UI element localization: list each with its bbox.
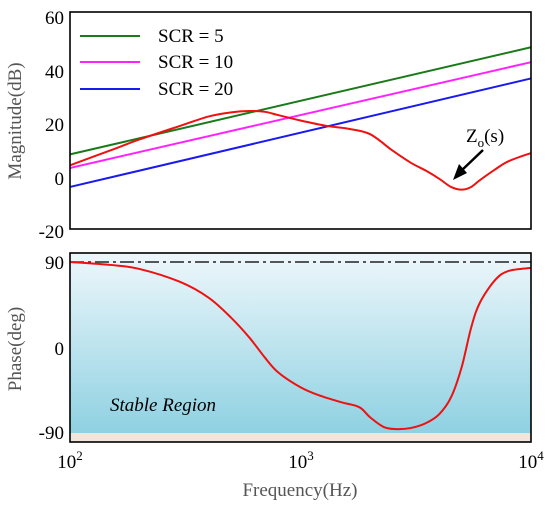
ytick-neg90: -90 [39,423,64,444]
magnitude-ylabel: Magnitude(dB) [5,62,26,179]
legend-label-scr5: SCR = 5 [158,26,224,47]
magnitude-series-scr-5 [69,46,532,156]
ytick-neg20: -20 [39,222,64,243]
phase-series-zo-s- [69,260,532,431]
magnitude-yticks: 60 40 20 0 -20 [39,8,64,243]
phase-series-group [69,260,532,431]
phase-ylabel: Phase(deg) [5,307,26,391]
ytick-0: 0 [55,169,65,190]
annotation-arrow-shaft [459,149,484,173]
xtick-10000: 104 [518,448,544,473]
xtick-1000: 103 [288,448,314,473]
xticks: 102 103 104 [57,448,544,473]
stable-region-label: Stable Region [110,395,216,416]
phase-plot-frame [69,252,532,443]
ytick-0deg: 0 [55,339,65,360]
magnitude-plot-frame [69,11,532,230]
magnitude-series-scr-10 [69,61,532,169]
unstable-floor-band [70,433,531,442]
zo-annotation-label: Zo(s) [466,126,504,150]
phase-yticks: 90 0 -90 [39,253,64,444]
magnitude-series-scr-20 [69,77,532,188]
ytick-40: 40 [45,62,64,83]
magnitude-series-group [69,46,532,191]
xtick-100: 102 [57,448,83,473]
xlabel: Frequency(Hz) [242,480,357,501]
ytick-60: 60 [45,8,64,29]
ytick-90: 90 [45,253,64,274]
stable-region-fill [70,253,531,433]
legend: SCR = 5 SCR = 10 SCR = 20 [80,26,233,100]
legend-label-scr10: SCR = 10 [158,52,233,73]
magnitude-panel: SCR = 5 SCR = 10 SCR = 20 Zo(s) 60 40 20… [5,8,532,243]
legend-label-scr20: SCR = 20 [158,79,233,100]
ytick-20: 20 [45,115,64,136]
zo-annotation: Zo(s) [453,126,504,180]
annotation-arrow-head [453,164,467,180]
magnitude-series-zo-s- [69,109,532,191]
phase-panel: Stable Region 90 0 -90 Phase(deg) 102 10… [5,252,544,501]
